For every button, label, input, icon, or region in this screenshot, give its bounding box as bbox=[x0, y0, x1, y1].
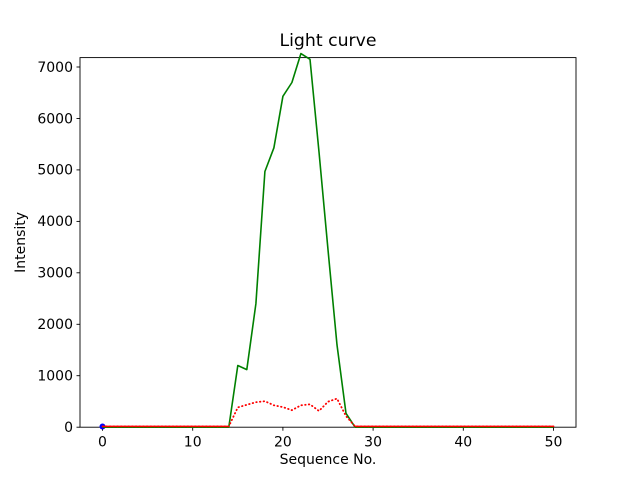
y-axis-label: Intensity bbox=[13, 212, 29, 273]
y-tick-label: 0 bbox=[64, 420, 73, 436]
x-tick-label: 0 bbox=[98, 435, 107, 451]
y-tick-label: 7000 bbox=[37, 60, 73, 76]
y-tick-label: 1000 bbox=[37, 369, 73, 385]
y-tick-label: 6000 bbox=[37, 111, 73, 127]
x-tick-label: 50 bbox=[545, 435, 563, 451]
plot-border bbox=[79, 57, 577, 428]
axes: 0 10 20 30 40 50 0 1000 2000 3000 4000 5000 6000 7000 bbox=[37, 52, 577, 451]
y-tick-label: 4000 bbox=[37, 214, 73, 230]
red-dotted-series bbox=[101, 397, 555, 428]
y-tick-label: 5000 bbox=[37, 163, 73, 179]
x-tick-label: 10 bbox=[184, 435, 202, 451]
y-tick-label: 2000 bbox=[37, 317, 73, 333]
x-tick-label: 20 bbox=[274, 435, 292, 451]
green-solid-series bbox=[102, 52, 554, 429]
x-axis-label: Sequence No. bbox=[280, 452, 377, 468]
y-tick-label: 3000 bbox=[37, 266, 73, 282]
x-tick-label: 30 bbox=[364, 435, 382, 451]
chart-title: Light curve bbox=[279, 31, 376, 51]
x-tick-label: 40 bbox=[454, 435, 472, 451]
